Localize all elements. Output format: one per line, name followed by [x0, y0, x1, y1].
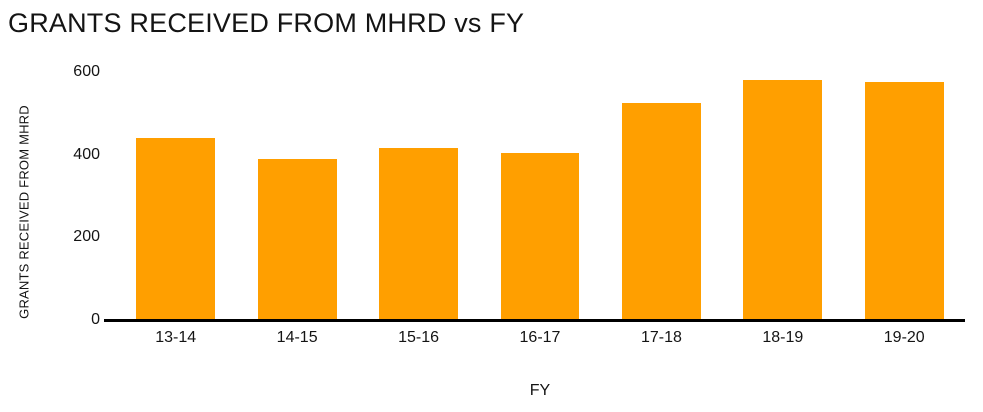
bar-19-20 — [864, 82, 944, 320]
x-tick-label: 18-19 — [762, 329, 804, 346]
y-axis-label: GRANTS RECEIVED FROM MHRD — [16, 105, 32, 319]
bar-slot — [844, 72, 965, 320]
chart-title: GRANTS RECEIVED FROM MHRD vs FY — [8, 8, 525, 38]
y-tick-label: 400 — [73, 145, 100, 163]
bar-slot — [722, 72, 843, 320]
x-tick-label: 15-16 — [398, 329, 440, 346]
bar-13-14 — [136, 138, 216, 320]
bar-slot — [479, 72, 600, 320]
x-tick-labels: 13-14 14-15 15-16 16-17 17-18 18-19 19-20 — [115, 329, 965, 347]
x-tick-label: 16-17 — [519, 329, 561, 346]
bar-18-19 — [743, 80, 823, 320]
bar-slot — [115, 72, 236, 320]
x-axis-line — [104, 319, 965, 322]
y-tick-label: 600 — [73, 63, 100, 80]
y-tick-label: 0 — [91, 311, 100, 328]
bar-15-16 — [379, 148, 459, 320]
y-tick-label: 200 — [73, 228, 100, 246]
x-axis-label: FY — [529, 382, 551, 399]
x-tick-label: 13-14 — [155, 329, 197, 346]
bar-slot — [358, 72, 479, 320]
x-tick-label: 19-20 — [883, 329, 925, 346]
plot-area — [115, 72, 965, 320]
x-tick-label: 14-15 — [276, 329, 318, 346]
bar-17-18 — [621, 103, 701, 320]
bar-14-15 — [257, 158, 337, 320]
bar-slot — [601, 72, 722, 320]
y-tick-labels: 0 200 400 600 — [50, 0, 100, 412]
x-tick-label: 17-18 — [640, 329, 682, 346]
bar-slot — [236, 72, 357, 320]
bar-16-17 — [500, 152, 580, 320]
